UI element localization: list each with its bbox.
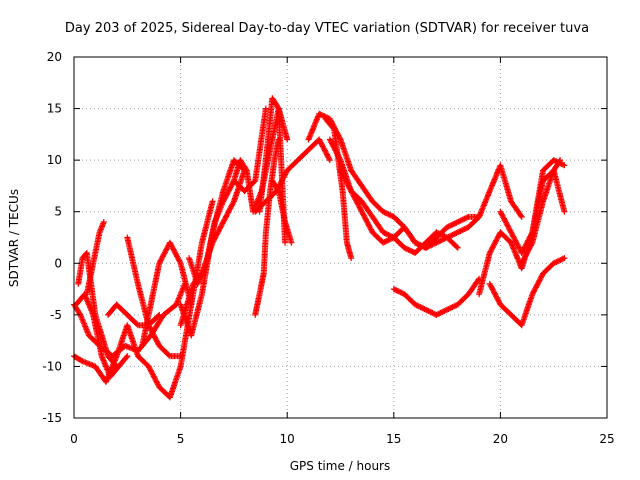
series-track-6 bbox=[124, 234, 184, 360]
series-markers bbox=[105, 301, 163, 329]
series-markers bbox=[486, 255, 568, 329]
x-tick-label: 10 bbox=[280, 432, 295, 446]
series-markers bbox=[518, 157, 564, 267]
series-track-15 bbox=[252, 136, 333, 215]
x-tick-label: 20 bbox=[493, 432, 508, 446]
series-track-8 bbox=[105, 301, 163, 329]
series-markers bbox=[124, 234, 184, 360]
y-tick-label: 15 bbox=[47, 102, 62, 116]
chart-title: Day 203 of 2025, Sidereal Day-to-day VTE… bbox=[65, 21, 589, 36]
y-tick-label: 5 bbox=[54, 205, 62, 219]
y-tick-label: -15 bbox=[42, 411, 62, 425]
x-tick-label: 5 bbox=[177, 432, 185, 446]
series-markers bbox=[348, 162, 525, 251]
series-markers bbox=[83, 219, 107, 298]
x-tick-label: 0 bbox=[70, 432, 78, 446]
series-track-26 bbox=[518, 157, 564, 267]
y-tick-label: -5 bbox=[50, 308, 62, 322]
plot-frame bbox=[73, 56, 608, 419]
x-axis-label: GPS time / hours bbox=[290, 459, 391, 473]
axis-ticks: 0 5 10 15 20 25 -15 -10 -5 0 5 10 15 20 bbox=[42, 50, 614, 446]
series-track-21 bbox=[348, 162, 525, 251]
series-track-16 bbox=[269, 177, 295, 246]
series-markers bbox=[390, 275, 483, 318]
x-tick-label: 15 bbox=[386, 432, 401, 446]
y-tick-label: 0 bbox=[54, 256, 62, 270]
series-track-5 bbox=[83, 219, 107, 298]
series-markers bbox=[252, 136, 333, 215]
y-tick-label: -10 bbox=[42, 359, 62, 373]
series-markers bbox=[269, 177, 295, 246]
series-track-24 bbox=[486, 255, 568, 329]
y-tick-label: 20 bbox=[47, 50, 62, 64]
y-axis-label: SDTVAR / TECUs bbox=[7, 189, 21, 287]
series-track-22 bbox=[390, 275, 483, 318]
y-tick-label: 10 bbox=[47, 153, 62, 167]
x-tick-label: 25 bbox=[599, 432, 614, 446]
